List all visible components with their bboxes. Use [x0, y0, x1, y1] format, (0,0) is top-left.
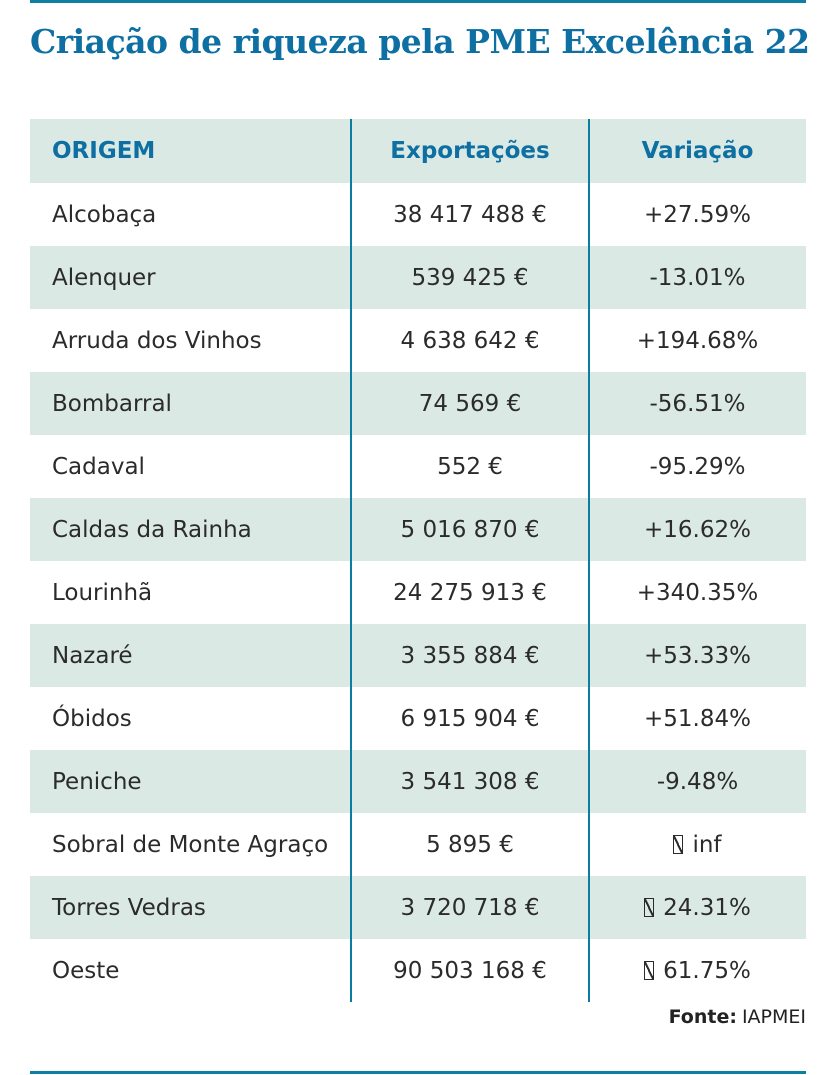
cell-exportacoes: 3 541 308 € [400, 768, 540, 795]
missing-glyph-box [673, 834, 684, 854]
table-body: Alcobaça 38 417 488 € +27.59% Alenquer 5… [30, 183, 806, 1002]
cell-origem: Arruda dos Vinhos [52, 327, 262, 354]
cell-exportacoes: 6 915 904 € [400, 705, 540, 732]
table-row: Nazaré 3 355 884 € +53.33% [30, 624, 806, 687]
cell-exportacoes: 24 275 913 € [393, 579, 547, 606]
table-header-row: ORIGEM Exportações Variação [30, 119, 806, 183]
cell-variacao: -56.51% [649, 390, 746, 417]
cell-variacao: 24.31% [589, 895, 806, 921]
cell-variacao: -13.01% [649, 264, 746, 291]
cell-exportacoes: 4 638 642 € [400, 327, 540, 354]
table-row: Arruda dos Vinhos 4 638 642 € +194.68% [30, 309, 806, 372]
table-row: Lourinhã 24 275 913 € +340.35% [30, 561, 806, 624]
cell-exportacoes: 3 720 718 € [400, 894, 540, 921]
table-row: Alenquer 539 425 € -13.01% [30, 246, 806, 309]
cell-variacao: +194.68% [636, 327, 759, 354]
column-divider-1 [350, 119, 352, 1002]
column-header-variacao: Variação [641, 138, 754, 164]
cell-variacao: -95.29% [649, 453, 746, 480]
data-table: ORIGEM Exportações Variação Alcobaça 38 … [30, 119, 806, 1002]
cell-origem: Alcobaça [52, 201, 157, 228]
source-label: Fonte: [668, 1006, 737, 1028]
cell-exportacoes: 539 425 € [411, 264, 529, 291]
cell-exportacoes: 5 016 870 € [400, 516, 540, 543]
table-row: Peniche 3 541 308 € -9.48% [30, 750, 806, 813]
cell-exportacoes: 5 895 € [426, 831, 514, 858]
table-row: Oeste 90 503 168 € 61.75% [30, 939, 806, 1002]
bottom-rule [30, 1071, 806, 1074]
top-rule [30, 0, 806, 3]
cell-origem: Cadaval [52, 453, 145, 480]
cell-origem: Peniche [52, 768, 142, 795]
cell-variacao: +53.33% [644, 642, 751, 669]
table-row: Caldas da Rainha 5 016 870 € +16.62% [30, 498, 806, 561]
cell-variacao: inf [589, 832, 806, 858]
cell-variacao: 61.75% [589, 958, 806, 984]
page-title: Criação de riqueza pela PME Excelência 2… [30, 22, 810, 61]
cell-origem: Bombarral [52, 390, 172, 417]
cell-origem: Caldas da Rainha [52, 516, 252, 543]
column-divider-2 [588, 119, 590, 1002]
cell-exportacoes: 90 503 168 € [393, 957, 547, 984]
cell-origem: Nazaré [52, 642, 133, 669]
cell-origem: Lourinhã [52, 579, 153, 606]
table-row: Sobral de Monte Agraço 5 895 € inf [30, 813, 806, 876]
table-row: Bombarral 74 569 € -56.51% [30, 372, 806, 435]
cell-exportacoes: 3 355 884 € [400, 642, 540, 669]
missing-glyph-box [644, 960, 655, 980]
source-value: IAPMEI [741, 1006, 806, 1028]
table-row: Óbidos 6 915 904 € +51.84% [30, 687, 806, 750]
cell-variacao: +16.62% [644, 516, 751, 543]
cell-variacao: -9.48% [656, 768, 739, 795]
cell-origem: Torres Vedras [52, 894, 206, 921]
cell-origem: Sobral de Monte Agraço [52, 831, 329, 858]
cell-origem: Alenquer [52, 264, 156, 291]
source-note: Fonte: IAPMEI [669, 1006, 806, 1028]
cell-origem: Oeste [52, 957, 120, 984]
cell-exportacoes: 552 € [437, 453, 503, 480]
column-header-exportacoes: Exportações [390, 138, 550, 164]
cell-variacao: +27.59% [644, 201, 751, 228]
table-row: Torres Vedras 3 720 718 € 24.31% [30, 876, 806, 939]
cell-variacao: +51.84% [644, 705, 751, 732]
cell-exportacoes: 74 569 € [418, 390, 522, 417]
column-header-origem: ORIGEM [52, 138, 156, 164]
missing-glyph-box [644, 897, 655, 917]
cell-variacao: +340.35% [636, 579, 759, 606]
cell-origem: Óbidos [52, 705, 132, 732]
table-row: Cadaval 552 € -95.29% [30, 435, 806, 498]
table-row: Alcobaça 38 417 488 € +27.59% [30, 183, 806, 246]
cell-exportacoes: 38 417 488 € [393, 201, 547, 228]
